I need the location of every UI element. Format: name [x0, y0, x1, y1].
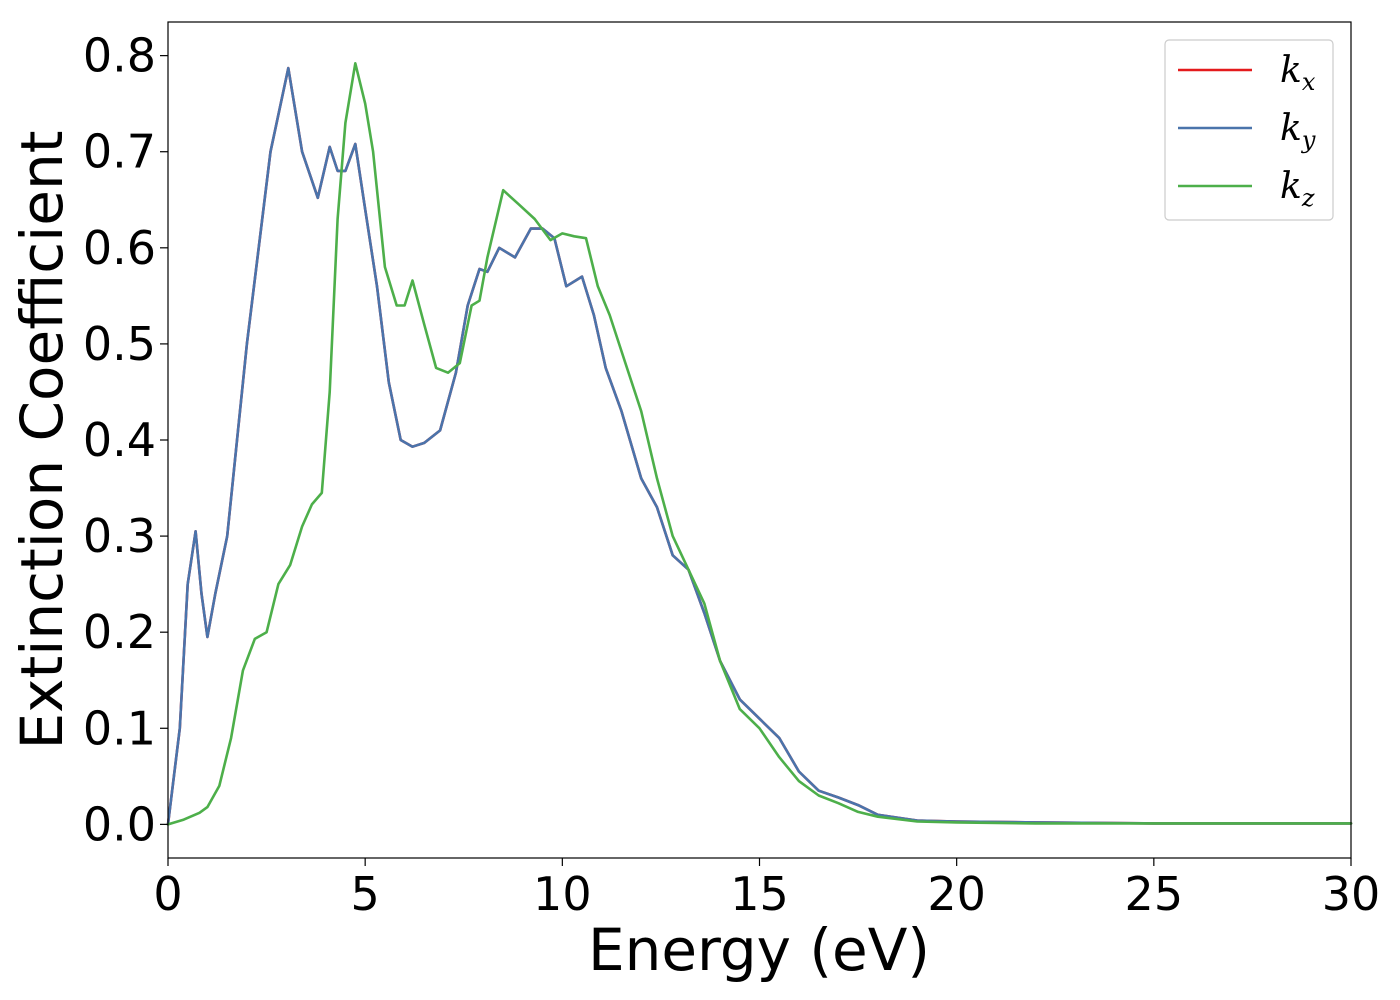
legend-box	[1164, 39, 1334, 221]
series-layer	[166, 61, 1353, 826]
y-axis-label: Extinction Coefficient	[8, 131, 76, 750]
x-tick-label: 15	[730, 867, 789, 921]
y-tick-label: 0.2	[83, 605, 156, 659]
y-tick-label: 0.3	[83, 509, 156, 563]
y-axis-ticks: 0.0 0.1 0.2 0.3 0.4 0.5 0.6 0.7 0.8	[83, 29, 168, 851]
legend: kx ky kz	[1164, 39, 1334, 221]
legend-label-kx: kx	[1280, 50, 1316, 96]
series-line-ky	[166, 66, 1353, 826]
x-tick-label: 5	[351, 867, 380, 921]
y-tick-label: 0.5	[83, 317, 156, 371]
x-tick-label: 25	[1125, 867, 1184, 921]
x-axis-ticks: 0 5 10 15 20 25 30	[153, 858, 1380, 921]
x-tick-label: 20	[927, 867, 986, 921]
legend-label-ky: ky	[1280, 108, 1316, 154]
y-tick-label: 0.0	[83, 797, 156, 851]
x-tick-label: 30	[1322, 867, 1381, 921]
y-tick-label: 0.4	[83, 413, 156, 467]
x-tick-label: 0	[153, 867, 182, 921]
series-line-kz	[166, 61, 1353, 826]
x-tick-label: 10	[533, 867, 592, 921]
y-tick-label: 0.7	[83, 125, 156, 179]
x-axis-label: Energy (eV)	[588, 916, 930, 984]
legend-label-kz: kz	[1280, 166, 1315, 212]
y-tick-label: 0.1	[83, 701, 156, 755]
y-tick-label: 0.6	[83, 221, 156, 275]
y-tick-label: 0.8	[83, 29, 156, 83]
